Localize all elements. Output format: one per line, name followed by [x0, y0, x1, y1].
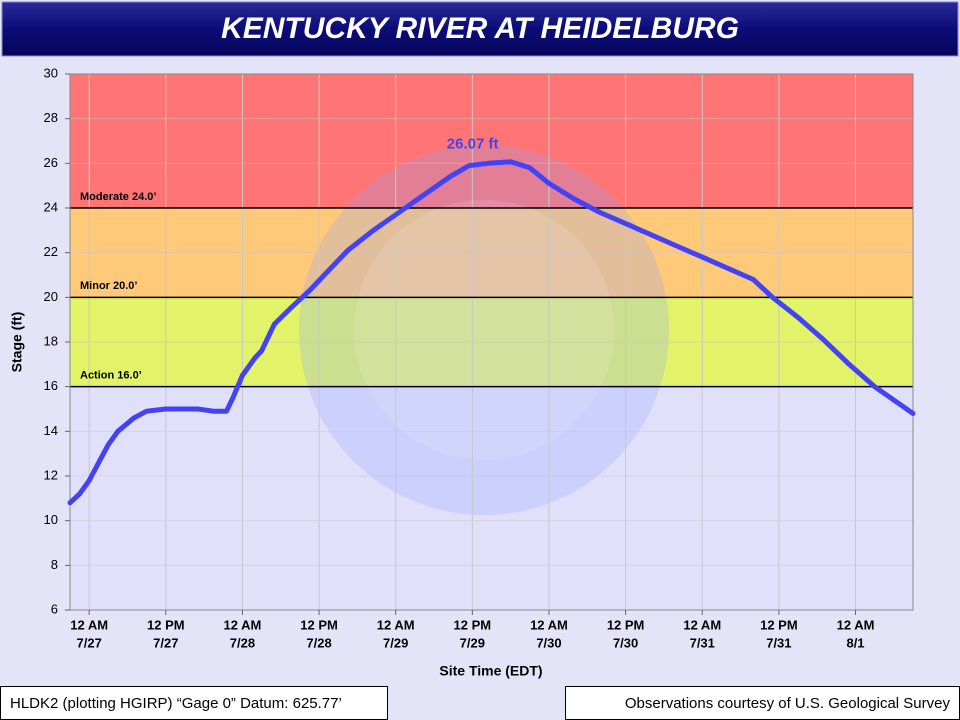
footer-box: [565, 686, 960, 720]
title-banner: [1, 1, 959, 57]
y-tick-label: 14: [44, 423, 58, 438]
y-tick-label: 26: [44, 155, 58, 170]
footer-right: Observations courtesy of U.S. Geological…: [625, 695, 951, 712]
chart-title: KENTUCKY RIVER AT HEIDELBURG: [221, 12, 739, 45]
x-tick-label: 12 PM: [760, 617, 798, 632]
y-tick-label: 18: [44, 333, 58, 348]
y-tick-label: 28: [44, 110, 58, 125]
x-tick-label: 12 AM: [224, 617, 262, 632]
x-tick-label: 7/29: [460, 635, 485, 650]
x-tick-label: 12 PM: [454, 617, 492, 632]
x-tick-label: 7/28: [306, 635, 331, 650]
y-tick-label: 20: [44, 289, 58, 304]
x-tick-label: 7/27: [153, 635, 178, 650]
footer-left: HLDK2 (plotting HGIRP) “Gage 0” Datum: 6…: [10, 695, 342, 712]
y-tick-label: 16: [44, 378, 58, 393]
x-tick-label: 7/30: [536, 635, 561, 650]
x-tick-label: 12 PM: [607, 617, 645, 632]
x-tick-label: 12 AM: [837, 617, 875, 632]
y-tick-label: 24: [44, 199, 58, 214]
peak-label: 26.07 ft: [447, 136, 499, 153]
x-tick-label: 12 AM: [377, 617, 415, 632]
x-tick-label: 12 PM: [300, 617, 338, 632]
x-tick-label: 7/30: [613, 635, 638, 650]
x-tick-label: 7/31: [690, 635, 715, 650]
y-tick-label: 12: [44, 467, 58, 482]
x-tick-label: 7/29: [383, 635, 408, 650]
y-tick-label: 10: [44, 512, 58, 527]
y-tick-label: 8: [51, 557, 58, 572]
x-tick-label: 7/31: [766, 635, 791, 650]
footer-box: [0, 686, 388, 720]
stage-label: Minor 20.0’: [80, 280, 137, 292]
stage-line-series: [67, 159, 916, 506]
x-tick-label: 7/28: [230, 635, 255, 650]
watermark: [354, 200, 614, 460]
watermark: [299, 145, 669, 515]
x-tick-label: 8/1: [846, 635, 864, 650]
x-axis-label: Site Time (EDT): [439, 663, 542, 679]
x-tick-label: 12 AM: [70, 617, 108, 632]
stage-label: Action 16.0’: [80, 370, 142, 382]
x-tick-label: 12 AM: [530, 617, 568, 632]
y-tick-label: 6: [51, 601, 58, 616]
y-tick-label: 22: [44, 244, 58, 259]
stage-label: Moderate 24.0’: [80, 191, 156, 203]
stage-band: [70, 74, 913, 208]
x-tick-label: 12 AM: [683, 617, 721, 632]
y-axis-label: Stage (ft): [9, 312, 25, 373]
x-tick-label: 12 PM: [147, 617, 185, 632]
x-tick-label: 7/27: [77, 635, 102, 650]
y-tick-label: 30: [44, 65, 58, 80]
plot-area: Action 16.0’ Minor 20.0’ Moderate 24.0’ 6 8 1…: [44, 65, 916, 650]
